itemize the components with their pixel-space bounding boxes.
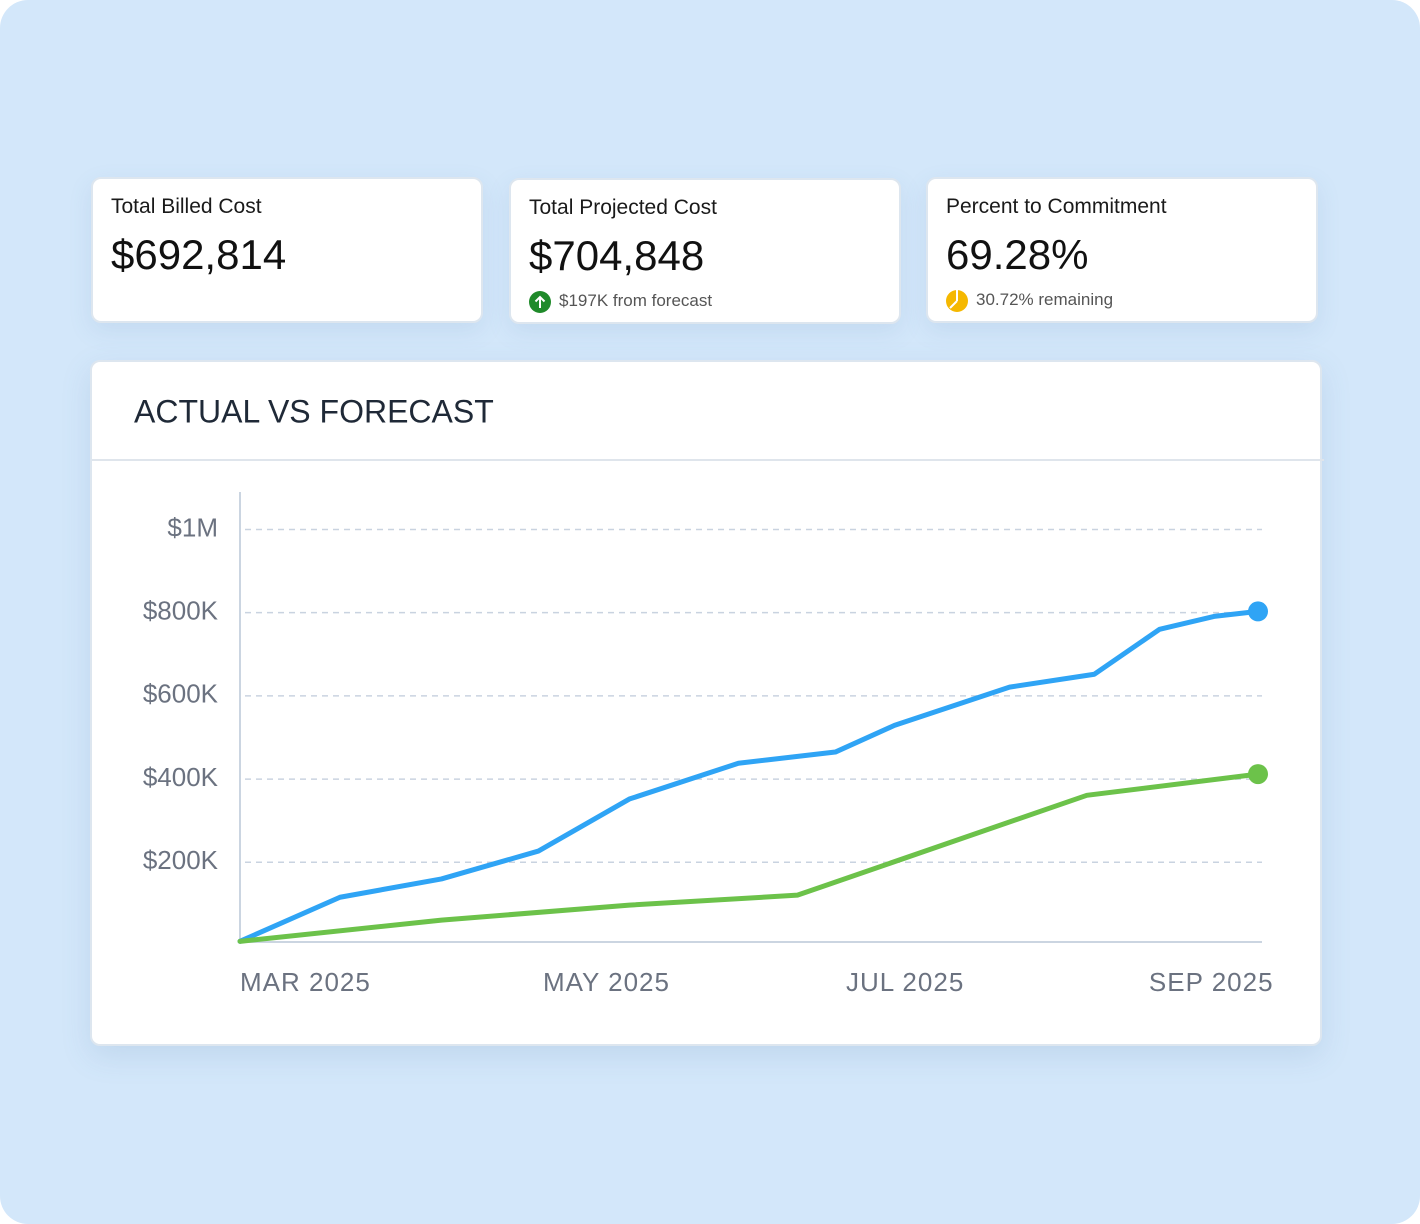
y-tick-label: $400K [143,762,219,792]
end-point [1248,601,1268,622]
card-value: 69.28% [946,231,1089,278]
y-tick-label: $800K [143,596,219,626]
card-note: 30.72% remaining [976,290,1114,309]
pie-icon [946,290,968,312]
x-tick-label: SEP 2025 [1149,967,1274,997]
card-note: $197K from forecast [559,291,713,310]
x-tick-label: JUL 2025 [846,967,964,997]
series-line [237,771,1261,944]
up-icon [529,291,551,313]
kpi-card: Total Projected Cost $704,848 $197K from… [509,178,901,324]
chart-title: ACTUAL VS FORECAST [134,393,494,429]
series-line [237,608,1261,944]
x-tick-label: MAR 2025 [240,967,371,997]
kpi-card: Percent to Commitment 69.28% 30.72% rema… [926,177,1318,323]
y-tick-label: $200K [143,845,219,875]
card-value: $692,814 [111,231,287,278]
card-value: $704,848 [529,232,705,279]
x-tick-label: MAY 2025 [543,967,670,997]
chart-panel: ACTUAL VS FORECAST $200K $400K $600K $800K $… [90,360,1324,1046]
card-title: Total Billed Cost [111,195,262,218]
card-title: Percent to Commitment [946,195,1167,218]
y-tick-label: $600K [143,679,219,709]
chart: ACTUAL VS FORECAST $200K $400K $600K $800K $… [92,393,1324,997]
end-point [1248,764,1268,785]
card-title: Total Projected Cost [529,196,717,219]
y-tick-label: $1M [167,512,218,542]
kpi-card: Total Billed Cost $692,814 [91,177,483,323]
